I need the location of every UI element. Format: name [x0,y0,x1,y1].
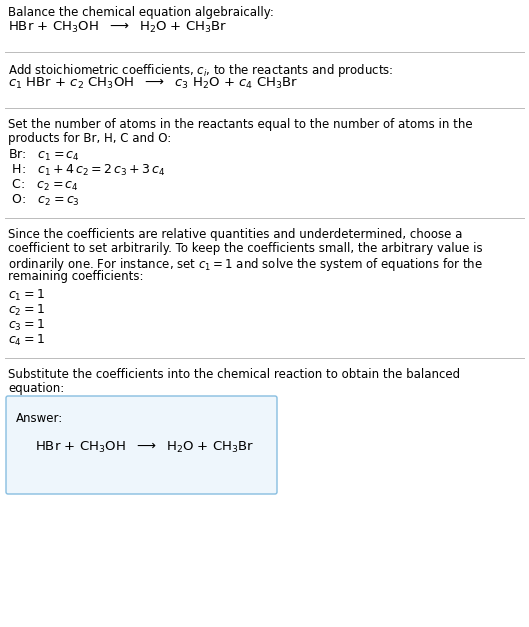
Text: Set the number of atoms in the reactants equal to the number of atoms in the: Set the number of atoms in the reactants… [8,118,472,131]
Text: Br:   $c_1 = c_4$: Br: $c_1 = c_4$ [8,148,80,163]
Text: Add stoichiometric coefficients, $c_i$, to the reactants and products:: Add stoichiometric coefficients, $c_i$, … [8,62,394,79]
Text: coefficient to set arbitrarily. To keep the coefficients small, the arbitrary va: coefficient to set arbitrarily. To keep … [8,242,482,255]
Text: products for Br, H, C and O:: products for Br, H, C and O: [8,132,171,145]
Text: Balance the chemical equation algebraically:: Balance the chemical equation algebraica… [8,6,274,19]
Text: C:   $c_2 = c_4$: C: $c_2 = c_4$ [8,178,79,193]
Text: $c_1$ HBr + $c_2$ CH$_3$OH  $\longrightarrow$  $c_3$ H$_2$O + $c_4$ CH$_3$Br: $c_1$ HBr + $c_2$ CH$_3$OH $\longrightar… [8,76,298,91]
Text: O:   $c_2 = c_3$: O: $c_2 = c_3$ [8,193,80,208]
Text: Since the coefficients are relative quantities and underdetermined, choose a: Since the coefficients are relative quan… [8,228,462,241]
Text: HBr + CH$_3$OH  $\longrightarrow$  H$_2$O + CH$_3$Br: HBr + CH$_3$OH $\longrightarrow$ H$_2$O … [35,440,254,455]
Text: ordinarily one. For instance, set $c_1 = 1$ and solve the system of equations fo: ordinarily one. For instance, set $c_1 =… [8,256,483,273]
Text: $c_4 = 1$: $c_4 = 1$ [8,333,45,348]
Text: Answer:: Answer: [16,412,63,425]
Text: equation:: equation: [8,382,64,395]
FancyBboxPatch shape [6,396,277,494]
Text: $c_2 = 1$: $c_2 = 1$ [8,303,45,318]
Text: Substitute the coefficients into the chemical reaction to obtain the balanced: Substitute the coefficients into the che… [8,368,460,381]
Text: HBr + CH$_3$OH  $\longrightarrow$  H$_2$O + CH$_3$Br: HBr + CH$_3$OH $\longrightarrow$ H$_2$O … [8,20,227,35]
Text: $c_3 = 1$: $c_3 = 1$ [8,318,45,333]
Text: $c_1 = 1$: $c_1 = 1$ [8,288,45,303]
Text: H:   $c_1 + 4\,c_2 = 2\,c_3 + 3\,c_4$: H: $c_1 + 4\,c_2 = 2\,c_3 + 3\,c_4$ [8,163,166,178]
Text: remaining coefficients:: remaining coefficients: [8,270,143,283]
